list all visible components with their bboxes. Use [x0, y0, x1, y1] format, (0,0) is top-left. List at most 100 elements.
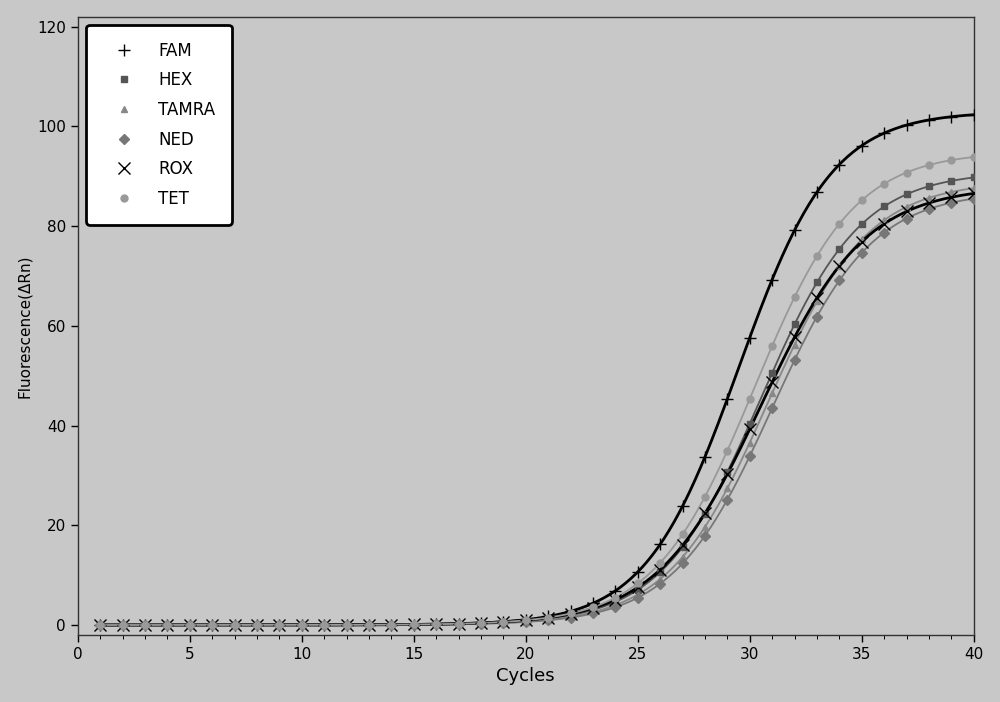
TET — [139, 621, 151, 629]
NED — [811, 312, 823, 321]
HEX — [587, 606, 599, 614]
FAM — [94, 621, 106, 629]
NED — [161, 621, 173, 629]
TAMRA — [654, 575, 666, 583]
TET — [430, 620, 442, 628]
NED — [430, 621, 442, 629]
ROX — [273, 621, 285, 629]
Line: HEX: HEX — [97, 174, 977, 628]
TAMRA — [968, 184, 980, 192]
FAM — [542, 612, 554, 621]
FAM — [251, 621, 263, 629]
FAM — [968, 110, 980, 119]
TET — [968, 153, 980, 161]
TET — [229, 621, 241, 629]
ROX — [251, 621, 263, 629]
TAMRA — [206, 621, 218, 629]
HEX — [408, 621, 420, 629]
FAM — [856, 141, 868, 150]
NED — [296, 621, 308, 629]
NED — [184, 621, 196, 629]
FAM — [497, 618, 509, 626]
FAM — [520, 616, 532, 624]
NED — [744, 452, 756, 461]
TET — [744, 395, 756, 403]
HEX — [901, 190, 913, 199]
HEX — [856, 220, 868, 228]
TET — [475, 619, 487, 628]
TET — [923, 161, 935, 169]
HEX — [766, 369, 778, 377]
ROX — [654, 565, 666, 574]
ROX — [744, 425, 756, 433]
NED — [251, 621, 263, 629]
ROX — [811, 293, 823, 302]
TAMRA — [497, 618, 509, 627]
HEX — [139, 621, 151, 629]
ROX — [475, 618, 487, 627]
TET — [520, 616, 532, 625]
TAMRA — [609, 601, 621, 609]
HEX — [677, 543, 689, 551]
Line: TAMRA: TAMRA — [97, 185, 977, 628]
HEX — [117, 621, 129, 629]
NED — [878, 228, 890, 237]
NED — [229, 621, 241, 629]
NED — [923, 205, 935, 213]
TET — [385, 621, 397, 629]
ROX — [833, 262, 845, 270]
ROX — [789, 333, 801, 341]
NED — [542, 616, 554, 625]
NED — [945, 199, 957, 207]
HEX — [968, 173, 980, 182]
TET — [206, 621, 218, 629]
NED — [318, 621, 330, 629]
NED — [408, 621, 420, 629]
NED — [587, 609, 599, 618]
TAMRA — [408, 621, 420, 629]
HEX — [923, 182, 935, 190]
TAMRA — [273, 621, 285, 629]
HEX — [229, 621, 241, 629]
TAMRA — [251, 621, 263, 629]
ROX — [385, 621, 397, 629]
TET — [117, 621, 129, 629]
TET — [565, 609, 577, 618]
NED — [721, 496, 733, 504]
TET — [587, 603, 599, 611]
FAM — [318, 621, 330, 629]
ROX — [296, 621, 308, 629]
FAM — [430, 620, 442, 628]
TET — [609, 593, 621, 602]
NED — [117, 621, 129, 629]
ROX — [945, 193, 957, 201]
ROX — [94, 621, 106, 629]
FAM — [699, 453, 711, 461]
TAMRA — [587, 608, 599, 616]
NED — [206, 621, 218, 629]
TAMRA — [318, 621, 330, 629]
NED — [654, 579, 666, 588]
HEX — [744, 419, 756, 428]
TAMRA — [766, 389, 778, 397]
HEX — [296, 621, 308, 629]
ROX — [632, 583, 644, 592]
TET — [833, 220, 845, 228]
FAM — [206, 621, 218, 629]
Line: ROX: ROX — [95, 188, 979, 630]
TAMRA — [139, 621, 151, 629]
TET — [632, 579, 644, 588]
HEX — [94, 621, 106, 629]
TAMRA — [341, 621, 353, 629]
ROX — [497, 618, 509, 626]
ROX — [923, 199, 935, 207]
TAMRA — [945, 188, 957, 197]
TAMRA — [94, 621, 106, 629]
NED — [385, 621, 397, 629]
FAM — [363, 621, 375, 629]
FAM — [229, 621, 241, 629]
TET — [878, 180, 890, 188]
ROX — [184, 621, 196, 629]
NED — [789, 356, 801, 364]
TET — [901, 168, 913, 177]
